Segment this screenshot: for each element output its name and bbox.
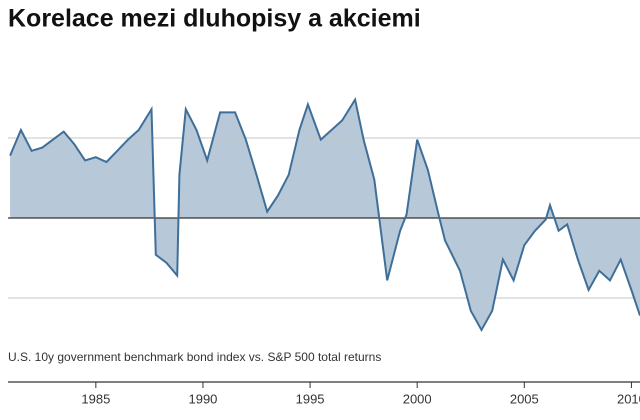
chart-note: U.S. 10y government benchmark bond index… bbox=[8, 350, 381, 364]
x-tick-label: 2010 bbox=[617, 391, 640, 406]
x-tick-label: 1995 bbox=[296, 391, 325, 406]
area-fill bbox=[10, 99, 640, 330]
x-tick-label: 2005 bbox=[510, 391, 539, 406]
series-line bbox=[9, 96, 640, 333]
chart-title: Korelace mezi dluhopisy a akciemi bbox=[8, 5, 421, 33]
x-tick-label: 1985 bbox=[81, 391, 110, 406]
x-tick-label: 2000 bbox=[403, 391, 432, 406]
x-tick-label: 1990 bbox=[188, 391, 217, 406]
